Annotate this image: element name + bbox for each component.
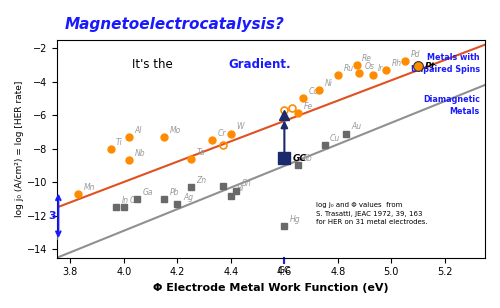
Text: Ga: Ga [143, 188, 154, 197]
Text: log j₀ and Φ values  from
S. Trasatti, JEAC 1972, 39, 163
for HER on 31 metal el: log j₀ and Φ values from S. Trasatti, JE… [316, 202, 428, 225]
X-axis label: Φ Electrode Metal Work Function (eV): Φ Electrode Metal Work Function (eV) [153, 283, 389, 293]
Text: Cu: Cu [330, 134, 340, 143]
Text: Tl: Tl [0, 307, 1, 308]
Text: 3: 3 [48, 211, 56, 221]
Text: Zn: Zn [196, 176, 206, 185]
Text: Fe: Fe [304, 102, 312, 111]
Text: Cd: Cd [130, 196, 140, 205]
Text: Al: Al [135, 126, 142, 135]
Text: Re: Re [362, 54, 372, 63]
Text: Rh: Rh [392, 59, 402, 68]
Text: Mo: Mo [170, 126, 181, 135]
Text: Pt: Pt [425, 62, 436, 71]
Text: Pd: Pd [410, 50, 420, 59]
Text: Au: Au [352, 122, 362, 132]
Text: Cr: Cr [218, 129, 226, 138]
Text: Ir: Ir [378, 64, 384, 73]
Text: Gradient.: Gradient. [228, 58, 291, 71]
Text: It's the: It's the [132, 58, 176, 71]
Text: Co: Co [308, 87, 318, 96]
Text: Bi: Bi [236, 184, 244, 193]
Text: Ta: Ta [196, 148, 205, 156]
Text: Os: Os [365, 62, 375, 71]
Text: W: W [236, 122, 244, 132]
Text: Ni: Ni [324, 79, 332, 88]
Y-axis label: log j₀ (A/cm²) = log [HER rate]: log j₀ (A/cm²) = log [HER rate] [15, 80, 24, 217]
Text: Diamagnetic
Metals: Diamagnetic Metals [423, 95, 480, 116]
Text: Ru: Ru [344, 64, 353, 73]
Text: Sn: Sn [242, 180, 252, 188]
Text: Sb: Sb [304, 154, 313, 163]
Text: Magnetoelectrocatalysis?: Magnetoelectrocatalysis? [65, 17, 285, 32]
Text: Ag: Ag [183, 193, 193, 202]
Text: Hg: Hg [290, 215, 300, 224]
Text: GC: GC [292, 154, 306, 163]
Text: Metals with
Unpaired Spins: Metals with Unpaired Spins [410, 53, 480, 74]
Text: In: In [122, 196, 128, 205]
Text: Pb: Pb [170, 188, 179, 197]
Text: Nb: Nb [135, 149, 145, 158]
Text: Mn: Mn [84, 183, 96, 192]
Text: Ti: Ti [116, 137, 123, 147]
Text: GC: GC [278, 266, 291, 275]
